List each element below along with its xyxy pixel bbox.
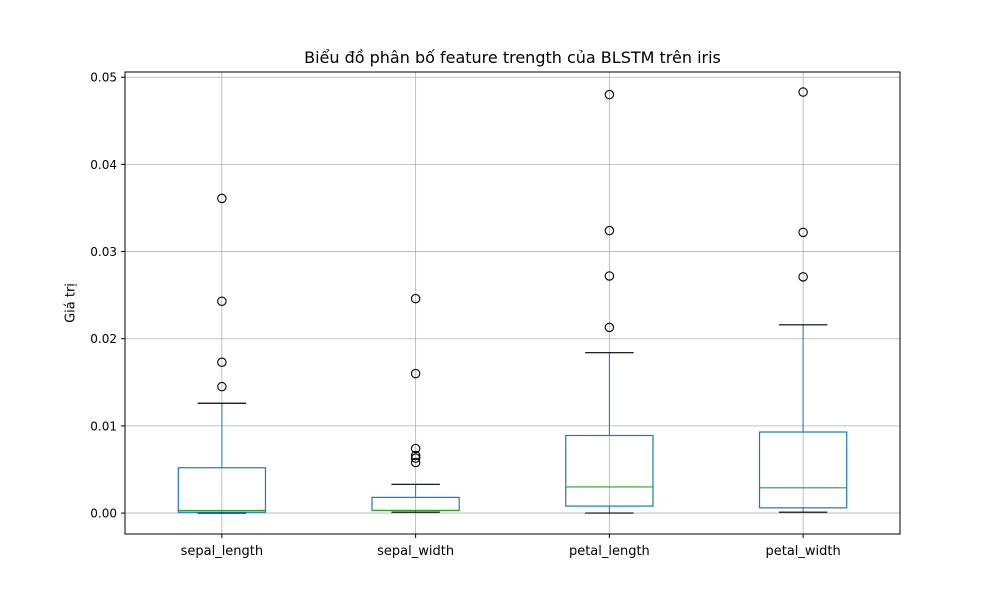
outlier-point: [798, 227, 808, 238]
y-tick-label: 0.00: [90, 507, 117, 521]
outlier-point: [410, 293, 421, 304]
outlier-point: [798, 87, 808, 97]
box-iqr: [177, 467, 267, 513]
outlier-point: [604, 89, 615, 100]
box-group-sepal-length: [177, 193, 267, 514]
x-tick-label: petal_length: [569, 544, 650, 559]
outlier-point: [217, 357, 227, 368]
box-group-petal-length: [565, 89, 654, 514]
outlier-point: [604, 225, 615, 236]
x-tick-label: sepal_width: [377, 544, 454, 559]
x-tick-label: sepal_length: [181, 544, 264, 559]
box-iqr: [565, 434, 654, 507]
outlier-point: [410, 443, 421, 454]
plot-frame: [124, 71, 901, 535]
y-tick-label: 0.04: [90, 158, 117, 172]
chart-title: Biểu đồ phân bố feature trength của BLST…: [304, 48, 721, 67]
box-layer: [177, 87, 848, 514]
outlier-point: [604, 271, 615, 281]
box-group-sepal-width: [371, 293, 460, 513]
y-tick-label: 0.01: [90, 419, 117, 433]
box-group-petal-width: [758, 87, 848, 513]
outlier-point: [217, 193, 227, 204]
outlier-point: [798, 272, 808, 282]
y-tick-label: 0.02: [90, 332, 117, 346]
outlier-point: [410, 450, 421, 461]
box-iqr: [758, 431, 848, 509]
outlier-point: [410, 453, 421, 463]
grid-layer: [125, 72, 900, 534]
x-tick-label: petal_width: [765, 544, 840, 559]
outlier-point: [410, 368, 421, 379]
y-tick-label: 0.03: [90, 245, 117, 259]
y-tick-label: 0.05: [90, 71, 117, 85]
outlier-point: [410, 457, 421, 468]
tick-layer: 0.00 0.01 0.02 0.03 0.04 0.05 sepal_length sepa…: [90, 71, 840, 559]
outlier-point: [217, 381, 227, 392]
outlier-point: [604, 322, 615, 333]
outlier-point: [217, 296, 227, 307]
